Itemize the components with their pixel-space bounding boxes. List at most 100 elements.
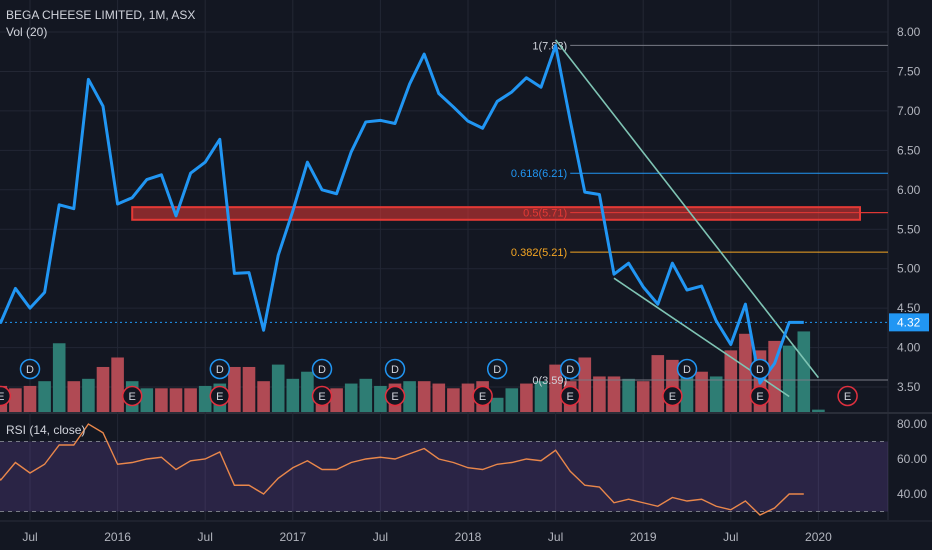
rsi-panel bbox=[0, 423, 888, 516]
dividend-marker bbox=[209, 358, 231, 380]
earnings-marker bbox=[472, 385, 493, 407]
y-tick-label: 4.50 bbox=[897, 301, 921, 315]
volume-bar bbox=[651, 355, 665, 412]
earnings-marker-label: E bbox=[391, 391, 398, 403]
x-tick-label: 2019 bbox=[630, 530, 657, 544]
volume-bar bbox=[242, 366, 256, 412]
volume-bar bbox=[432, 383, 446, 412]
y-tick-label: 5.00 bbox=[897, 262, 921, 276]
volume-bar bbox=[111, 357, 124, 412]
dividend-marker-label: D bbox=[216, 364, 224, 376]
y-tick-label: 7.00 bbox=[897, 104, 921, 118]
fib-label: 0.5(5.71) bbox=[523, 208, 567, 220]
y-tick-label: 4.00 bbox=[897, 341, 921, 355]
volume-bar bbox=[330, 388, 343, 412]
volume-bar bbox=[155, 388, 168, 412]
volume-bar bbox=[271, 364, 285, 412]
earnings-marker-label: E bbox=[844, 391, 851, 403]
volume-bar bbox=[739, 333, 752, 412]
dividend-marker bbox=[486, 358, 508, 380]
x-tick-label: Jul bbox=[198, 530, 213, 544]
price-line bbox=[0, 43, 888, 385]
earnings-marker-label: E bbox=[669, 391, 676, 403]
event-markers[interactable]: E D E D E D E D E E D D E E D D E E bbox=[0, 358, 858, 407]
earnings-marker-label: E bbox=[129, 391, 136, 403]
x-tick-label: 2018 bbox=[455, 530, 482, 544]
dividend-marker bbox=[311, 358, 333, 380]
volume-bar bbox=[461, 383, 475, 412]
x-tick-label: Jul bbox=[723, 530, 738, 544]
dividend-marker-label: D bbox=[756, 364, 764, 376]
support-zone bbox=[131, 206, 888, 221]
volume-bar bbox=[812, 409, 825, 412]
earnings-marker bbox=[559, 385, 581, 407]
earnings-marker bbox=[384, 385, 406, 407]
volume-bar bbox=[622, 378, 635, 412]
volume-bar bbox=[67, 381, 81, 412]
dividend-marker bbox=[19, 358, 41, 380]
dividend-marker bbox=[676, 358, 698, 380]
volume-bar bbox=[359, 378, 373, 412]
volume-bar bbox=[38, 381, 51, 412]
x-tick-label: Jul bbox=[548, 530, 563, 544]
dividend-marker-label: D bbox=[683, 364, 691, 376]
volume-label: Vol (20) bbox=[6, 25, 48, 39]
fibonacci-levels: 1(7.83) 0.618(6.21) 0.5(5.71) 0.382(5.21) 0(… bbox=[511, 40, 888, 387]
volume-bar bbox=[709, 376, 723, 412]
volume-bar bbox=[23, 385, 37, 412]
volume-bar bbox=[228, 366, 241, 412]
volume-bar bbox=[344, 383, 358, 412]
volume-bar bbox=[82, 378, 95, 412]
volume-bar bbox=[549, 364, 562, 412]
earnings-marker-label: E bbox=[0, 391, 4, 403]
fib-label: 0.618(6.21) bbox=[511, 168, 567, 180]
volume-bar bbox=[286, 378, 300, 412]
earnings-marker-label: E bbox=[318, 391, 325, 403]
volume-bar bbox=[198, 385, 212, 412]
volume-bar bbox=[607, 376, 621, 412]
rsi-line bbox=[0, 423, 804, 516]
volume-bar bbox=[184, 388, 197, 412]
dividend-marker bbox=[559, 358, 581, 380]
y-tick-label: 6.00 bbox=[897, 183, 921, 197]
earnings-marker bbox=[662, 385, 683, 407]
volume-bar bbox=[301, 371, 314, 412]
volume-bar bbox=[9, 388, 22, 412]
volume-bar bbox=[490, 397, 504, 412]
dividend-marker-label: D bbox=[566, 364, 574, 376]
y-tick-label: 6.50 bbox=[897, 143, 921, 157]
earnings-marker-label: E bbox=[216, 391, 223, 403]
volume-bar bbox=[140, 388, 154, 412]
chart-grid bbox=[0, 0, 932, 522]
rsi-band bbox=[0, 441, 888, 512]
volume-bar bbox=[593, 376, 606, 412]
trendline bbox=[554, 39, 820, 379]
volume-bar bbox=[636, 381, 650, 412]
volume-bar bbox=[417, 381, 431, 412]
earnings-marker bbox=[311, 385, 333, 407]
volume-bar bbox=[695, 371, 708, 412]
volume-bar bbox=[52, 343, 66, 412]
volume-bar bbox=[782, 345, 796, 412]
rsi-label: RSI (14, close) bbox=[6, 423, 86, 437]
fib-label: 0(3.59) bbox=[532, 375, 567, 387]
volume-bar bbox=[797, 331, 811, 412]
volume-bar bbox=[724, 350, 738, 412]
y-tick-label: 7.50 bbox=[897, 64, 921, 78]
volume-bar bbox=[447, 388, 460, 412]
dividend-marker-label: D bbox=[493, 364, 501, 376]
x-tick-label: 2020 bbox=[805, 530, 832, 544]
current-price-tag bbox=[889, 313, 929, 332]
earnings-marker bbox=[749, 385, 771, 407]
dividend-marker bbox=[749, 358, 771, 380]
dividend-marker bbox=[384, 358, 406, 380]
earnings-marker-label: E bbox=[479, 391, 486, 403]
dividend-marker-label: D bbox=[26, 364, 34, 376]
x-tick-label: Jul bbox=[22, 530, 37, 544]
volume-bar bbox=[374, 385, 387, 412]
rsi-y-tick-label: 80.00 bbox=[897, 417, 927, 431]
volume-bar bbox=[96, 366, 110, 412]
fib-label: 0.382(5.21) bbox=[511, 247, 567, 259]
x-tick-label: Jul bbox=[373, 530, 388, 544]
